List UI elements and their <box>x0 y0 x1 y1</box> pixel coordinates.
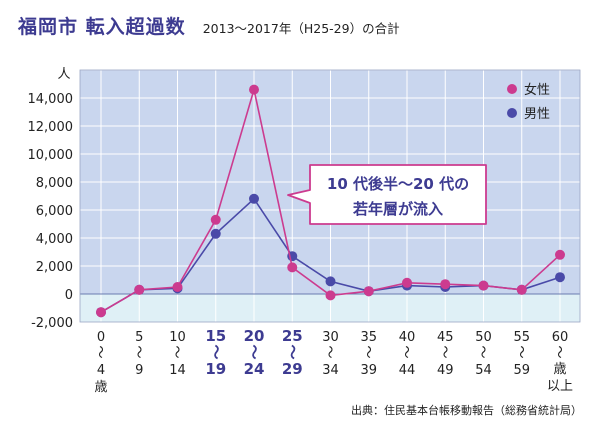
chart-title: 福岡市 転入超過数 <box>18 16 186 38</box>
x-tick-label-tilde: 〜 <box>513 345 528 358</box>
data-point-female <box>363 286 374 297</box>
data-point-female <box>249 84 259 95</box>
x-tick-label-tilde: 〜 <box>169 345 184 358</box>
x-tick-label-bottom: 19 <box>205 360 226 378</box>
y-tick-label: 0 <box>65 288 73 303</box>
data-point-male <box>555 272 565 283</box>
legend-label-male: 男性 <box>524 107 550 122</box>
y-tick-label: 2,000 <box>36 260 73 275</box>
x-tick-label-bottom: 39 <box>360 363 377 378</box>
x-tick-label-bottom: 49 <box>437 363 454 378</box>
x-tick-label-suffix: 歳 <box>94 380 107 395</box>
x-tick-label-tilde: 〜 <box>398 345 413 358</box>
y-tick-label: -2,000 <box>31 316 73 331</box>
x-tick-label-top: 0 <box>97 330 105 345</box>
data-point-female <box>325 290 336 301</box>
x-tick-label-top: 55 <box>513 330 530 345</box>
plot-frame <box>79 69 581 323</box>
x-tick-label-bottom: 34 <box>322 363 339 378</box>
data-point-female <box>478 280 489 291</box>
legend-marker-male <box>507 108 517 118</box>
x-tick-label-top: 60 <box>552 330 569 345</box>
y-tick-label: 14,000 <box>28 92 74 107</box>
data-point-female <box>440 279 451 290</box>
data-point-male <box>325 276 336 287</box>
x-tick-label-tilde: 〜 <box>130 345 145 358</box>
data-point-female <box>555 249 565 260</box>
data-point-female <box>516 284 527 295</box>
data-point-female <box>172 282 183 292</box>
legend-label-female: 女性 <box>524 82 550 98</box>
x-tick-label-top: 35 <box>360 330 377 345</box>
chart-subtitle: 2013〜2017年（H25-29）の合計 <box>202 21 400 36</box>
data-point-female <box>287 262 298 273</box>
legend-marker-female <box>507 84 517 94</box>
x-tick-label-top: 10 <box>169 330 186 345</box>
chart-title-row: 福岡市 転入超過数 2013〜2017年（H25-29）の合計 <box>18 12 400 42</box>
y-tick-label: 6,000 <box>36 204 73 219</box>
x-tick-label-tilde: 〜 <box>360 345 375 358</box>
source-note: 出典：住民基本台帳移動報告（総務省統計局） <box>351 404 582 417</box>
x-tick-label-tilde: 〜 <box>551 345 566 358</box>
x-tick-label-top: 15 <box>205 327 226 345</box>
y-tick-label: 4,000 <box>36 232 73 247</box>
callout-box <box>287 164 487 225</box>
y-tick-label: 12,000 <box>28 120 74 135</box>
callout-text-line1: 10 代後半〜20 代の <box>327 175 469 193</box>
y-axis-label: 人 <box>57 67 70 82</box>
data-point-female <box>134 284 145 295</box>
x-tick-label-top: 30 <box>322 330 339 345</box>
x-tick-label-top: 45 <box>437 330 454 345</box>
x-tick-label-tilde: 〜 <box>207 344 225 359</box>
y-tick-label: 8,000 <box>36 176 73 191</box>
x-tick-label-bottom: 9 <box>135 363 143 378</box>
x-tick-label-bottom: 44 <box>399 363 416 378</box>
x-tick-label-top: 40 <box>399 330 416 345</box>
x-tick-label-bottom: 59 <box>513 363 530 378</box>
y-tick-label: 10,000 <box>28 148 74 163</box>
data-point-female <box>96 307 106 318</box>
x-tick-label-tilde: 〜 <box>92 345 107 358</box>
x-tick-label-tilde: 〜 <box>322 345 337 358</box>
x-tick-label-top: 20 <box>244 327 265 345</box>
x-tick-label-bottom: 以上 <box>547 379 573 394</box>
callout-text-line2: 若年層が流入 <box>352 200 443 218</box>
x-tick-label-bottom: 14 <box>169 363 186 378</box>
data-point-female <box>210 214 221 225</box>
x-tick-label-top: 25 <box>282 327 303 345</box>
x-tick-label-top: 50 <box>475 330 492 345</box>
x-tick-label-bottom: 24 <box>244 360 265 378</box>
x-tick-label-tilde: 〜 <box>436 345 451 358</box>
x-tick-label-bottom: 54 <box>475 363 492 378</box>
x-tick-label-bottom: 29 <box>282 360 303 378</box>
x-tick-label-tilde: 〜 <box>283 344 301 359</box>
data-point-female <box>402 277 412 288</box>
x-tick-label-tilde: 〜 <box>245 344 263 359</box>
x-tick-label-top: 5 <box>135 330 143 345</box>
x-tick-label-mid: 歳 <box>553 362 566 377</box>
data-point-male <box>249 193 259 204</box>
data-point-male <box>210 228 221 239</box>
x-tick-label-tilde: 〜 <box>475 345 490 358</box>
x-tick-label-bottom: 4 <box>97 363 105 378</box>
